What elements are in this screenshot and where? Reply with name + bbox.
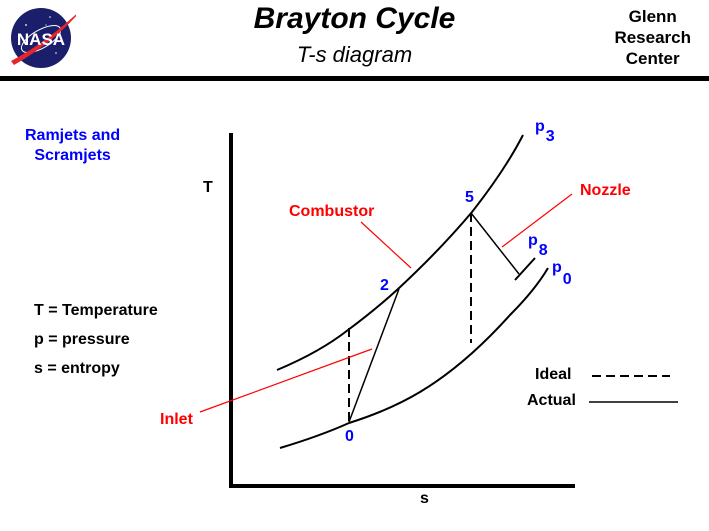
legend-actual-label: Actual <box>527 392 576 409</box>
isobar-p8-label: p8 <box>528 232 548 259</box>
actual-expansion <box>470 212 520 275</box>
definition-pressure: p = pressure <box>34 331 130 348</box>
legend-ideal-label: Ideal <box>535 366 572 383</box>
station-5-label: 5 <box>465 189 474 206</box>
definition-temperature: T = Temperature <box>34 302 158 319</box>
nasa-logo: NASA <box>6 3 84 73</box>
definition-entropy: s = entropy <box>34 360 120 377</box>
header-divider <box>0 76 709 81</box>
page-subtitle: T-s diagram <box>296 42 413 67</box>
y-axis-label: T <box>203 179 213 196</box>
isobar-p8 <box>514 257 536 281</box>
inlet-label: Inlet <box>160 411 193 428</box>
inlet-leader <box>199 348 373 413</box>
combustor-label: Combustor <box>289 203 375 220</box>
x-axis-label: s <box>420 490 429 507</box>
actual-compression <box>348 288 400 423</box>
isobar-p0-label: p0 <box>552 259 572 288</box>
station-0-label: 0 <box>345 428 354 445</box>
isobar-p3 <box>276 134 524 371</box>
isobar-p0 <box>279 267 549 449</box>
station-2-label: 2 <box>380 277 389 294</box>
center-line-1: Glenn <box>628 7 677 26</box>
combustor-leader <box>360 221 412 269</box>
nozzle-label: Nozzle <box>580 182 631 199</box>
svg-text:NASA: NASA <box>17 30 65 49</box>
page-title: Brayton Cycle <box>253 2 456 35</box>
engine-type-line-1: Ramjets and <box>25 127 121 144</box>
nozzle-leader <box>501 193 573 248</box>
isobar-p3-label: p3 <box>535 118 555 145</box>
engine-type-label: Ramjets and Scramjets <box>25 126 120 166</box>
center-line-3: Center <box>625 49 680 68</box>
center-line-2: Research <box>614 28 691 47</box>
engine-type-line-2: Scramjets <box>34 147 111 164</box>
research-center-label: Glenn Research Center <box>614 6 691 69</box>
